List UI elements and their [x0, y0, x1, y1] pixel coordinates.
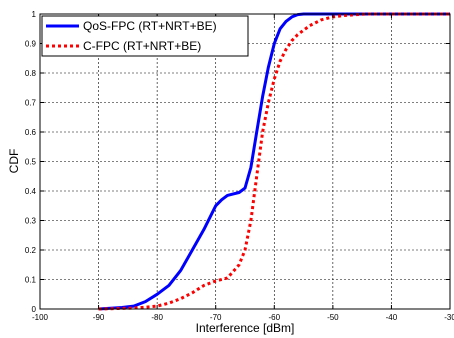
x-tick-label: -40	[386, 313, 398, 322]
x-tick-label: -80	[151, 313, 163, 322]
legend-label-qos-fpc: QoS-FPC (RT+NRT+BE)	[83, 19, 217, 33]
legend-box	[41, 15, 249, 57]
x-axis-title: Interference [dBm]	[196, 321, 295, 335]
legend-label-c-fpc: C-FPC (RT+NRT+BE)	[83, 39, 201, 53]
tick-labels: -100 -90 -80 -70 -60 -50 -40 -30 0 0.1 0.2 0.3 0.4 0.…	[25, 10, 454, 322]
y-tick-label: 0.2	[25, 246, 37, 255]
y-tick-label: 0.3	[25, 217, 37, 226]
grid-lines	[40, 14, 450, 309]
y-tick-label: 0.5	[25, 158, 37, 167]
y-tick-label: 0	[32, 305, 37, 314]
legend: QoS-FPC (RT+NRT+BE) C-FPC (RT+NRT+BE)	[41, 15, 249, 57]
y-tick-label: 0.9	[25, 40, 37, 49]
x-tick-label: -60	[269, 313, 281, 322]
y-tick-label: 0.8	[25, 69, 37, 78]
x-tick-label: -90	[93, 313, 105, 322]
y-tick-label: 0.1	[25, 276, 37, 285]
x-tick-label: -50	[327, 313, 339, 322]
x-tick-label: -30	[444, 313, 454, 322]
y-tick-label: 0.6	[25, 128, 37, 137]
y-tick-label: 0.7	[25, 99, 37, 108]
y-tick-label: 0.4	[25, 187, 37, 196]
y-axis-title: CDF	[7, 149, 21, 174]
series-line-c-fpc	[98, 12, 450, 311]
y-tick-label: 1	[32, 10, 37, 19]
x-tick-label: -70	[210, 313, 222, 322]
x-tick-label: -100	[32, 313, 49, 322]
